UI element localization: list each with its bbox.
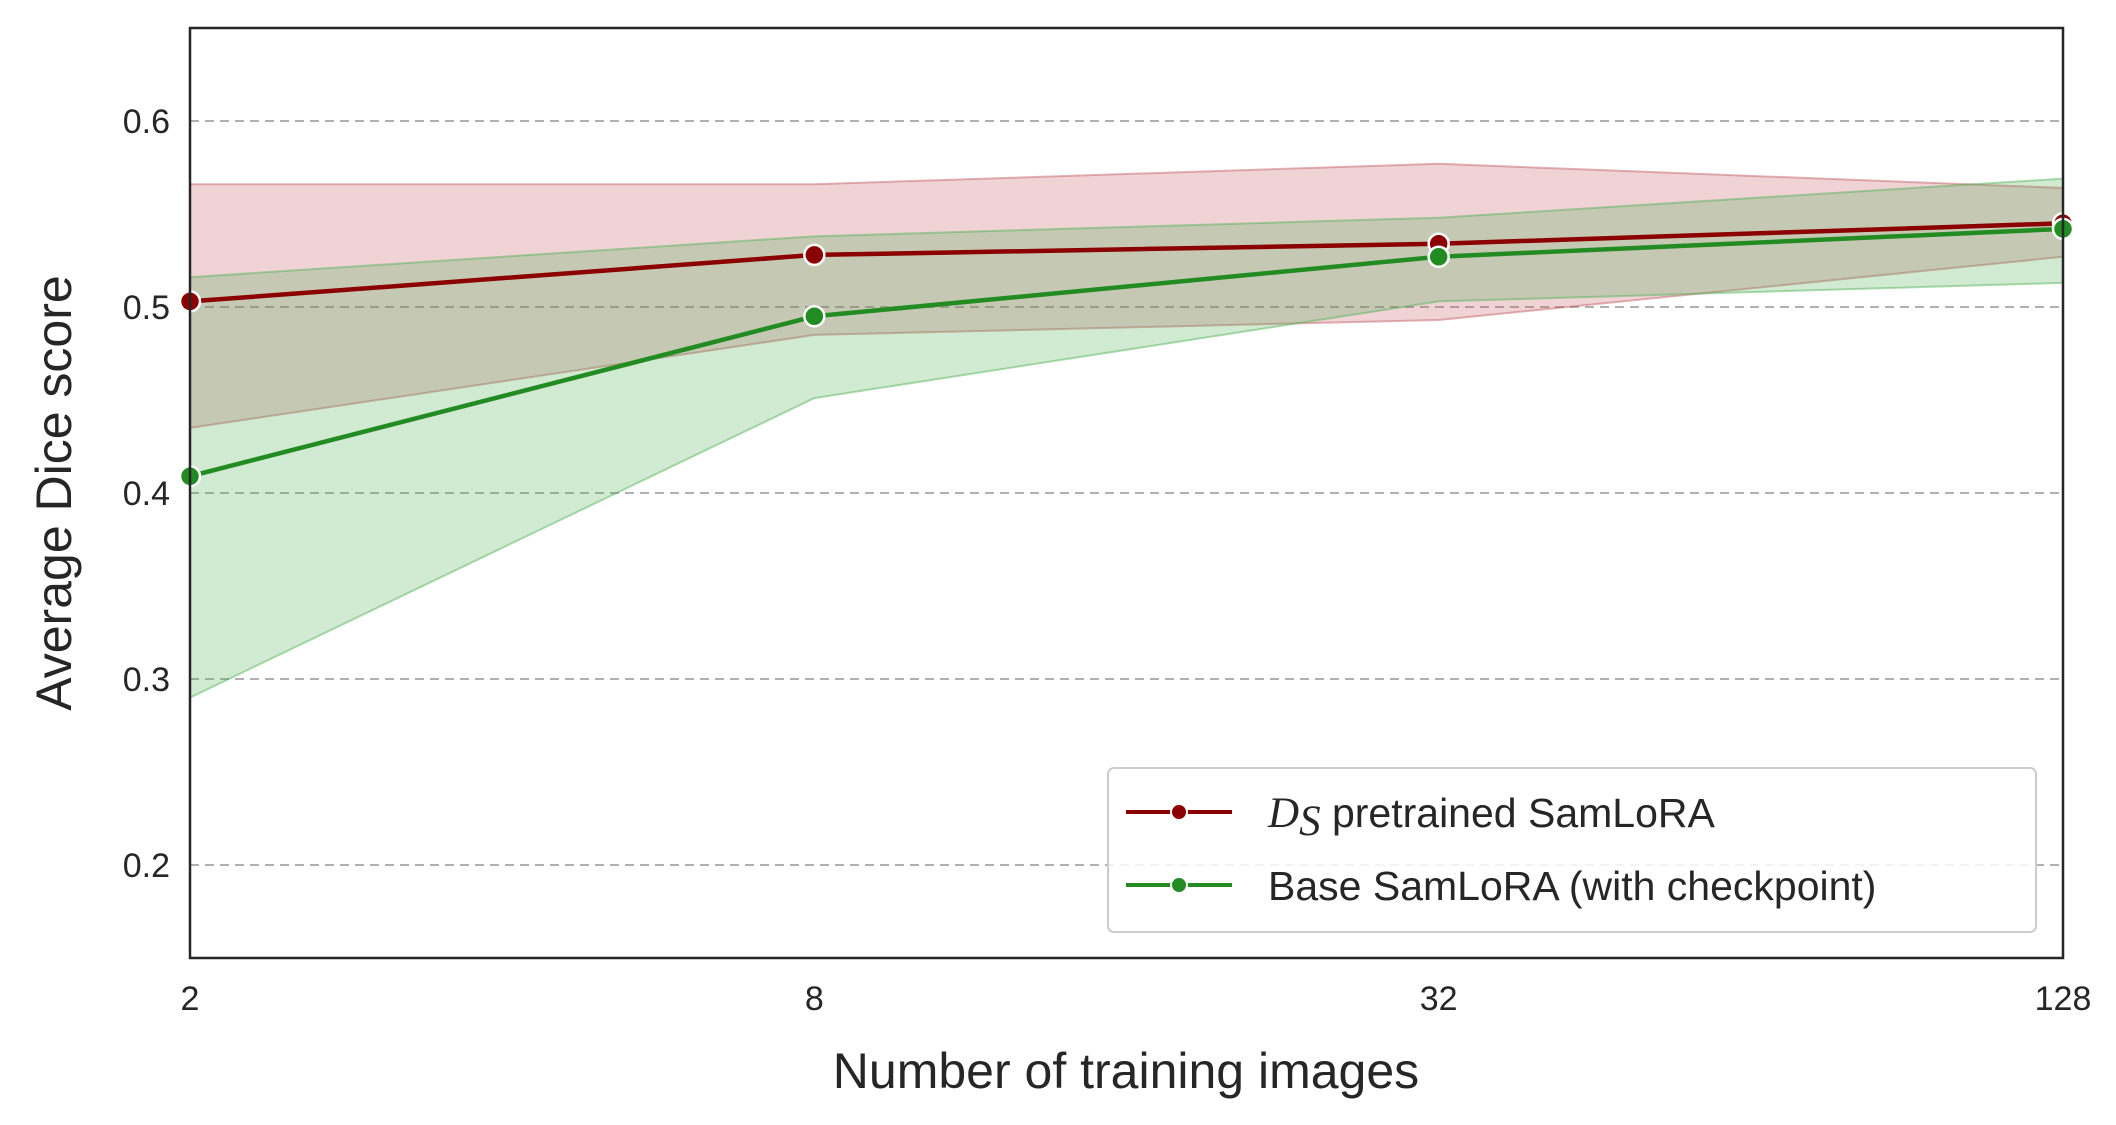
legend: DS pretrained SamLoRA Base SamLoRA (with… [1107,767,2037,933]
y-tick-label: 0.5 [123,289,170,327]
data-point-series-2 [803,305,826,328]
legend-entry-ds-pretrained: DS pretrained SamLoRA [1126,790,1715,845]
data-point-series-1 [803,243,826,267]
series-line-1 [190,221,2063,304]
legend-box [1107,767,2037,933]
confidence-band-series-2 [190,177,2063,699]
y-axis-label: Average Dice score [26,275,82,710]
x-tick-label: 2 [181,980,200,1018]
legend-swatch-marker [1170,876,1188,894]
y-tick-label: 0.2 [123,847,170,885]
x-tick-label: 8 [805,980,824,1018]
plot-frame [188,26,2065,960]
x-axis-ticks: 2 8 32 128 [181,980,2092,1018]
y-tick-label: 0.6 [123,103,170,141]
legend-swatch-marker [1170,803,1188,821]
legend-math-subscript: S [1299,798,1321,845]
data-point-series-2 [1427,245,1450,269]
series-line-2 [190,226,2063,479]
y-tick-label: 0.4 [123,475,170,513]
legend-label-ds-pretrained: DS pretrained SamLoRA [1267,790,1715,845]
y-axis-ticks: 0.2 0.3 0.4 0.5 0.6 [123,103,170,885]
y-tick-label: 0.3 [123,661,170,699]
legend-entry-base-samlora: Base SamLoRA (with checkpoint) [1126,863,1876,909]
legend-math-d: D [1267,790,1299,837]
series-lines [190,221,2063,479]
legend-label-base-samlora: Base SamLoRA (with checkpoint) [1268,863,1876,909]
x-axis-label: Number of training images [833,1043,1419,1099]
x-tick-label: 32 [1420,980,1458,1018]
legend-label-text: pretrained SamLoRA [1332,790,1716,836]
confidence-bands [190,162,2063,699]
x-tick-label: 128 [2035,980,2092,1018]
confidence-band-series-1 [190,162,2063,429]
